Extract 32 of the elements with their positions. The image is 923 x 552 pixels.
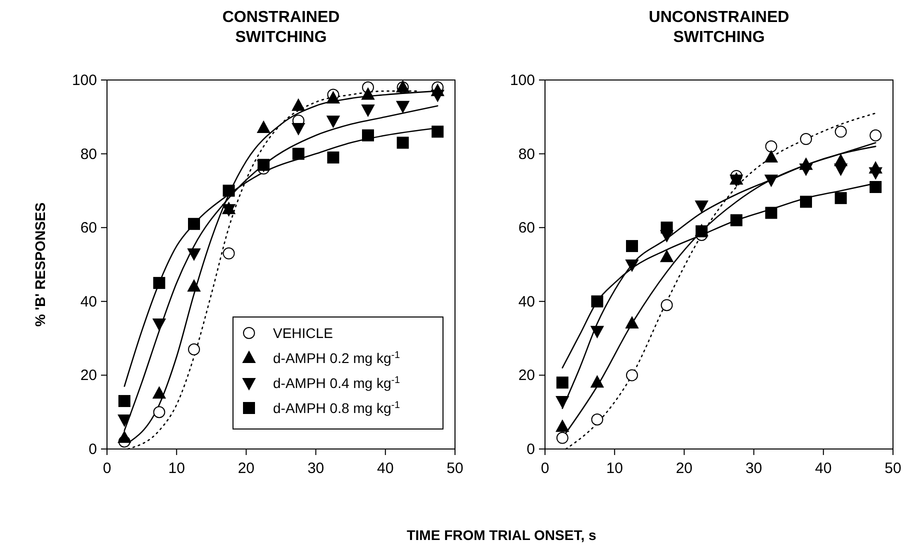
x-tick-label: 30 [307, 460, 324, 477]
x-tick-label: 50 [446, 460, 464, 477]
y-tick-label: 20 [80, 367, 97, 384]
y-tick-label: 80 [518, 146, 535, 163]
y-tick-label: 80 [80, 146, 97, 163]
legend-label: d-AMPH 0.2 mg kg$^{-1}$ [273, 350, 400, 366]
x-tick-label: 20 [676, 460, 693, 477]
x-axis-title: TIME FROM TRIAL ONSET, s [406, 527, 596, 543]
legend-label: VEHICLE [273, 325, 333, 341]
y-tick-label: 60 [518, 220, 535, 237]
y-tick-label: 100 [72, 72, 97, 89]
x-tick-label: 10 [606, 460, 623, 477]
x-tick-label: 10 [168, 460, 185, 477]
legend-label: d-AMPH 0.8 mg kg$^{-1}$ [273, 400, 400, 416]
x-tick-label: 0 [102, 460, 112, 477]
y-tick-label: 40 [518, 293, 535, 310]
y-tick-label: 0 [526, 441, 535, 458]
x-tick-label: 0 [540, 460, 550, 477]
y-tick-label: 20 [518, 367, 535, 384]
x-tick-label: 30 [745, 460, 762, 477]
x-tick-label: 50 [884, 460, 902, 477]
y-tick-label: 60 [80, 220, 97, 237]
y-tick-label: 40 [80, 293, 97, 310]
x-tick-label: 40 [815, 460, 832, 477]
legend-label: d-AMPH 0.4 mg kg$^{-1}$ [273, 374, 400, 391]
y-tick-label: 100 [510, 72, 535, 89]
x-tick-label: 20 [238, 460, 255, 477]
chart-title: CONSTRAINED SWITCHING [222, 9, 340, 46]
y-axis-title: % 'B' RESPONSES [32, 202, 48, 327]
chart-title: UNCONSTRAINED SWITCHING [648, 9, 790, 46]
x-tick-label: 40 [377, 460, 394, 477]
y-tick-label: 0 [88, 441, 97, 458]
